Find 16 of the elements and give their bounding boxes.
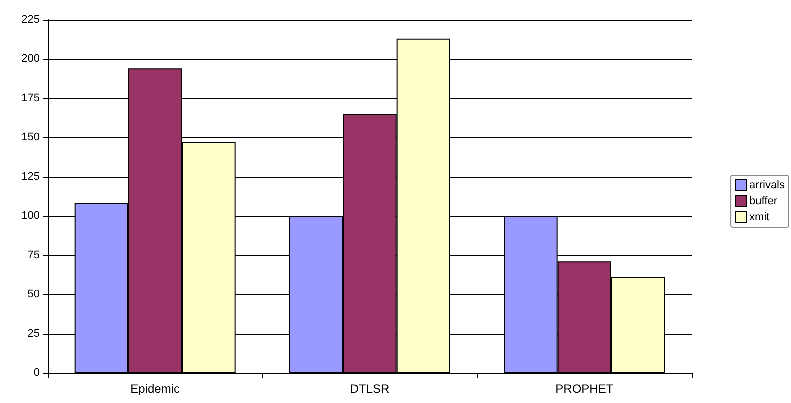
legend-label: xmit — [750, 212, 770, 224]
y-tick-label: 150 — [22, 132, 40, 144]
y-tick-label: 225 — [22, 14, 40, 26]
y-tick-label: 125 — [22, 170, 40, 183]
x-tick-label: DTLSR — [350, 382, 390, 396]
legend-label: buffer — [750, 196, 778, 208]
y-tick-label: 25 — [28, 328, 40, 340]
x-tick-label: Epidemic — [130, 382, 180, 396]
legend-label: arrivals — [750, 180, 786, 192]
y-tick-label: 0 — [34, 367, 40, 379]
y-tick-label: 200 — [22, 53, 40, 66]
x-tick-label: PROPHET — [556, 382, 614, 396]
y-tick-label: 100 — [22, 210, 40, 222]
y-tick-label: 75 — [28, 249, 40, 262]
y-tick-label: 175 — [22, 92, 40, 104]
y-tick-label: 50 — [28, 288, 40, 301]
